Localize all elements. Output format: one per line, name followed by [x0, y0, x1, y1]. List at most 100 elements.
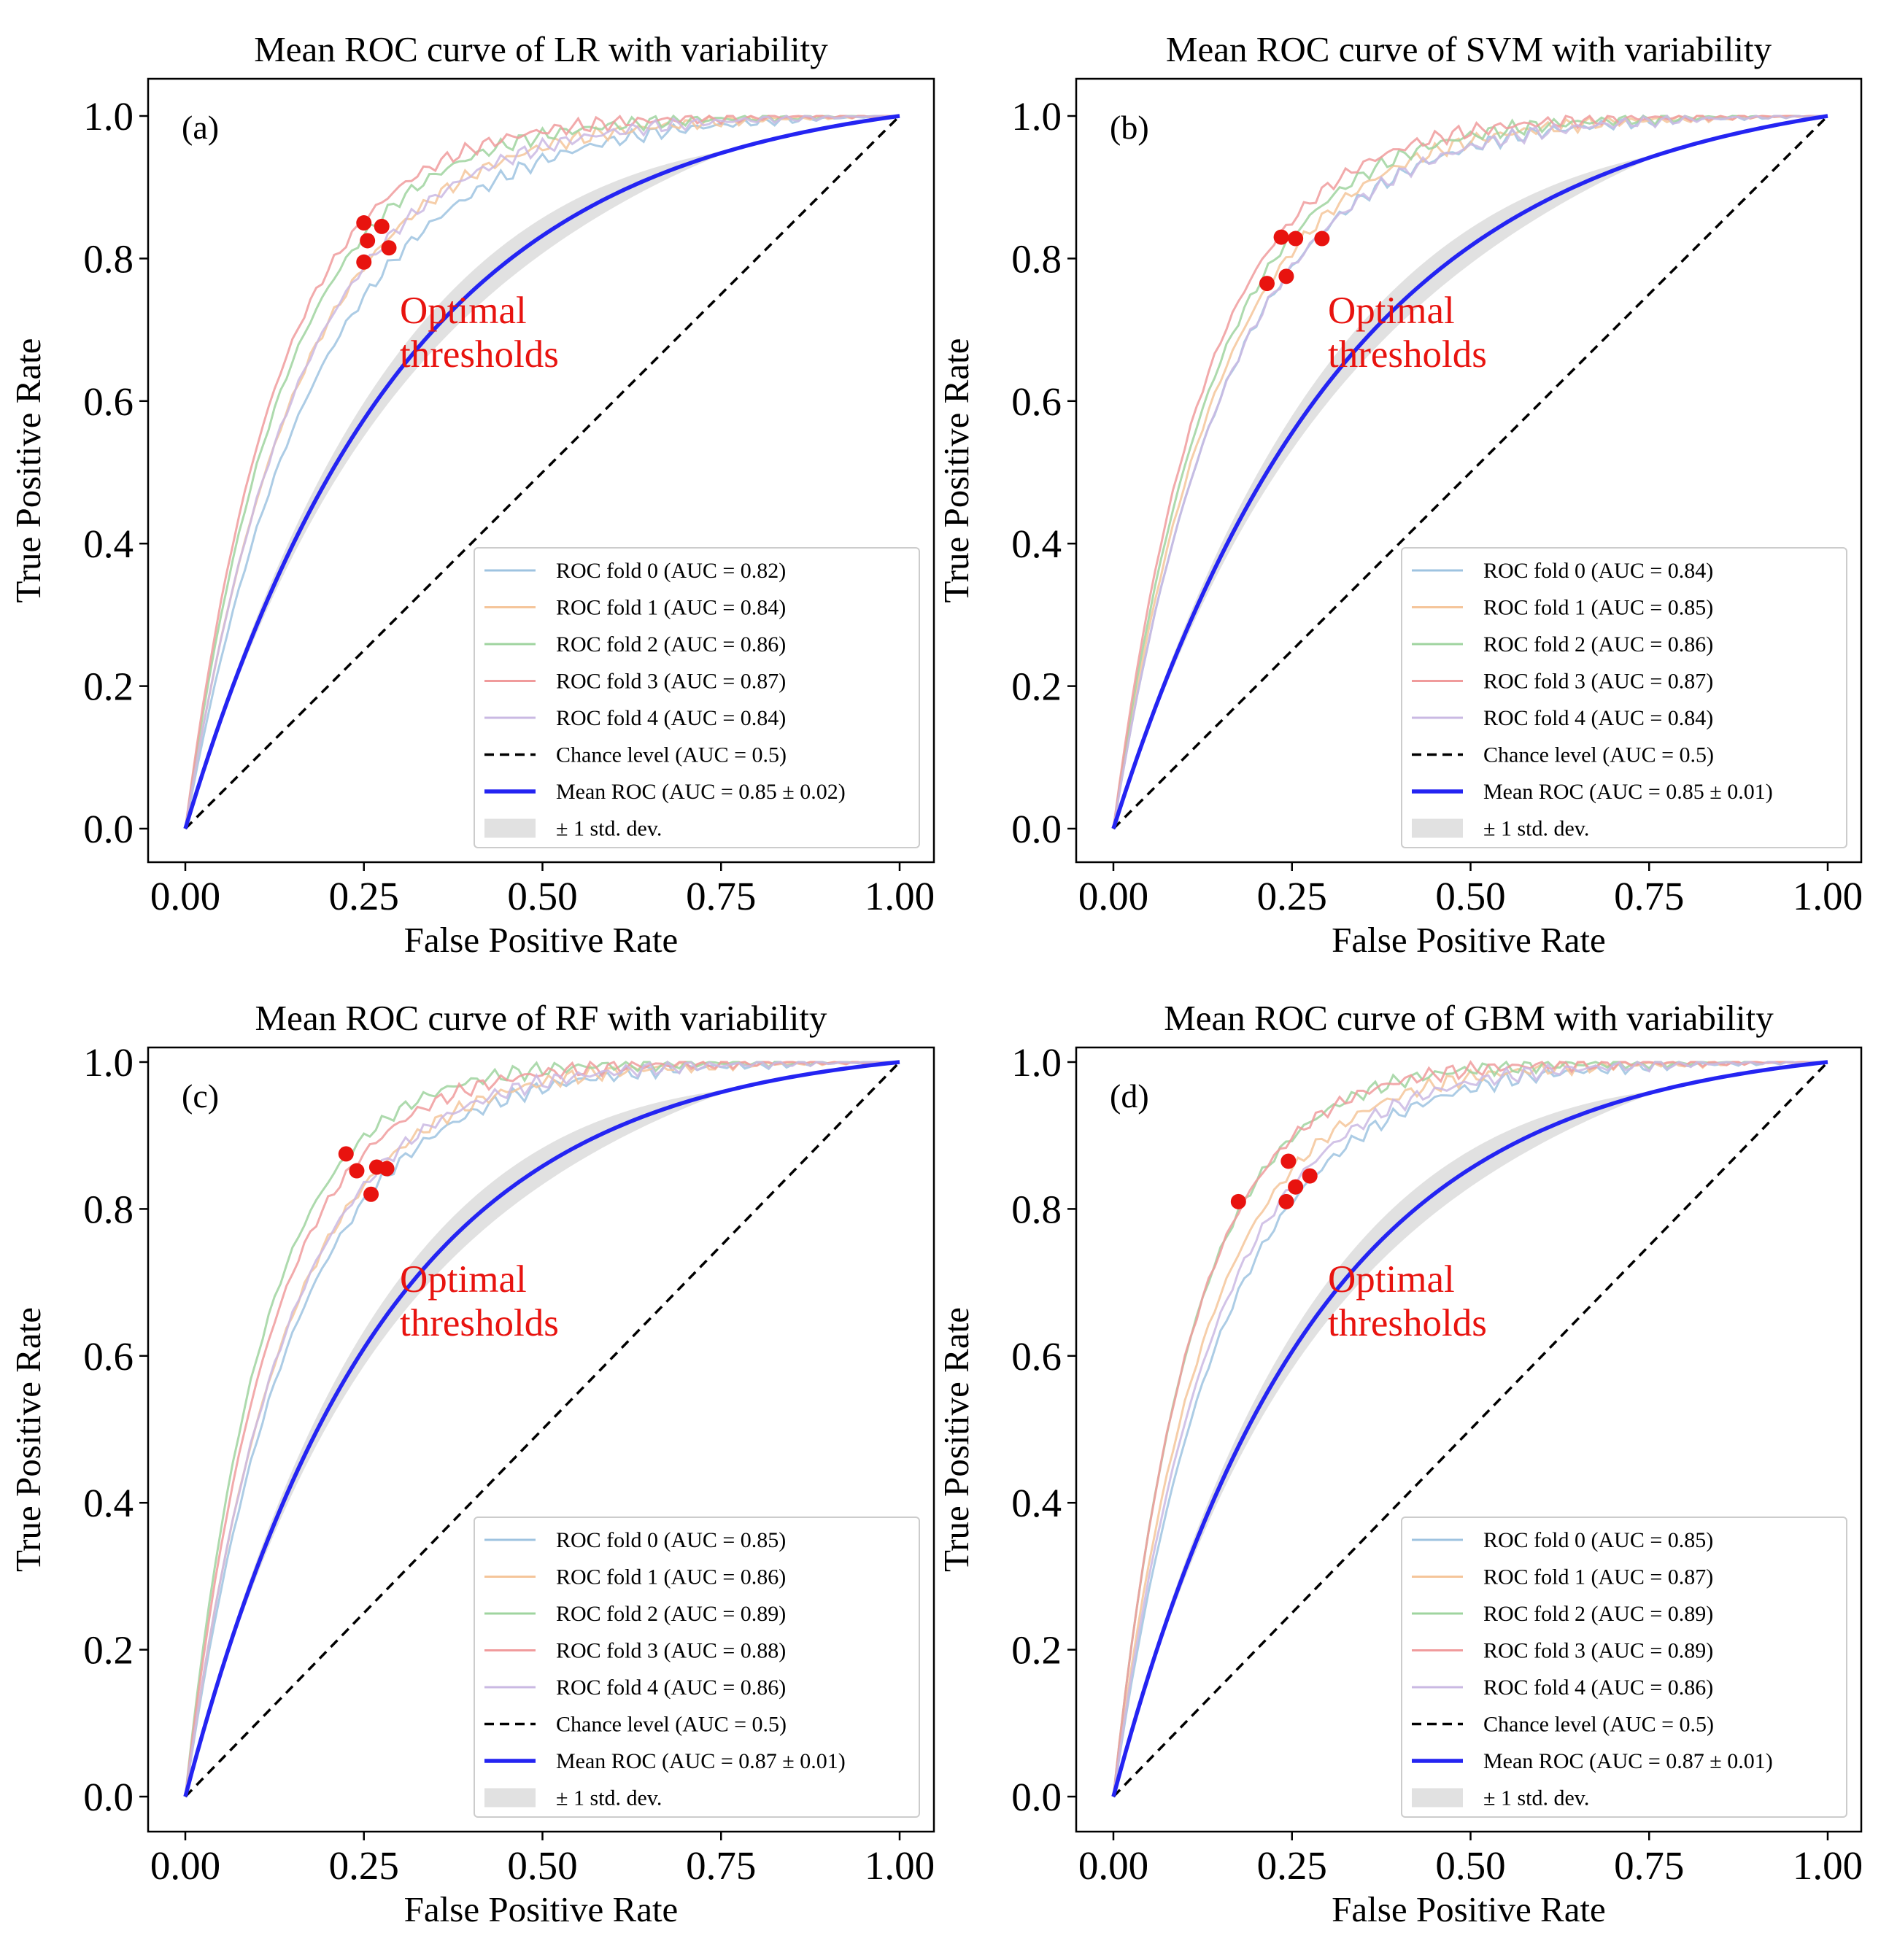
- x-axis-label: False Positive Rate: [404, 920, 679, 960]
- x-tick-label: 0.25: [1257, 1843, 1327, 1888]
- y-tick-label: 0.6: [83, 1334, 134, 1379]
- annotation-line-1: Optimal: [400, 1258, 527, 1301]
- legend-box: [1401, 1517, 1847, 1818]
- legend-fold-4-label: ROC fold 4 (AUC = 0.86): [556, 1676, 786, 1700]
- mean-roc-curve: [183, 114, 900, 829]
- x-axis-label: False Positive Rate: [404, 1889, 679, 1929]
- panel-title: Mean ROC curve of SVM with variability: [1166, 29, 1772, 69]
- x-tick-label: 0.75: [686, 1843, 756, 1888]
- y-tick-label: 0.2: [83, 665, 134, 709]
- y-tick-label: 0.2: [1011, 665, 1062, 709]
- x-tick-label: 0.25: [1257, 874, 1327, 918]
- x-tick-label: 0.50: [1435, 1843, 1505, 1888]
- legend-fold-4-label: ROC fold 4 (AUC = 0.86): [1483, 1676, 1713, 1700]
- x-tick-label: 0.75: [1614, 1843, 1684, 1888]
- fold-curve-4: [1112, 1061, 1828, 1797]
- x-tick-label: 1.00: [865, 1843, 935, 1888]
- axes-frame: [147, 1046, 935, 1833]
- x-tick-label: 0.25: [329, 1843, 399, 1888]
- y-tick-label: 0.8: [83, 236, 134, 281]
- legend-box: [474, 1517, 920, 1818]
- y-tick-label: 1.0: [1011, 1040, 1062, 1085]
- chance-line: [1112, 1061, 1829, 1798]
- optimal-threshold-point: [1288, 231, 1304, 247]
- legend-chance-label: Chance level (AUC = 0.5): [1483, 1713, 1714, 1737]
- std-dev-band: [1113, 116, 1828, 829]
- optimal-threshold-point: [360, 233, 376, 249]
- x-axis-label: False Positive Rate: [1332, 1889, 1606, 1929]
- x-tick-label: 0.00: [1078, 1843, 1148, 1888]
- optimal-threshold-point: [1278, 268, 1294, 284]
- legend-chance-label: Chance level (AUC = 0.5): [556, 743, 787, 767]
- legend-std-handle: [1412, 1788, 1463, 1808]
- chance-line: [1112, 115, 1829, 830]
- x-tick-label: 0.50: [1435, 874, 1505, 918]
- x-tick-label: 0.75: [1614, 874, 1684, 918]
- optimal-threshold-point: [374, 218, 390, 234]
- optimal-threshold-point: [1288, 1179, 1304, 1195]
- legend-mean-label: Mean ROC (AUC = 0.87 ± 0.01): [556, 1749, 846, 1773]
- legend-fold-1-label: ROC fold 1 (AUC = 0.87): [1483, 1565, 1713, 1589]
- optimal-threshold-point: [356, 215, 372, 231]
- chance-line: [184, 115, 901, 830]
- y-tick-label: 0.2: [1011, 1628, 1062, 1673]
- legend-fold-0-label: ROC fold 0 (AUC = 0.85): [1483, 1528, 1713, 1552]
- panel-title: Mean ROC curve of LR with variability: [254, 29, 828, 69]
- annotation-line-2: thresholds: [1328, 1302, 1487, 1344]
- x-tick-label: 0.00: [150, 1843, 220, 1888]
- panel-label: (d): [1110, 1077, 1149, 1115]
- legend-mean-label: Mean ROC (AUC = 0.87 ± 0.01): [1483, 1749, 1773, 1773]
- legend-std-label: ± 1 std. dev.: [1483, 817, 1589, 841]
- legend-chance-label: Chance level (AUC = 0.5): [1483, 743, 1714, 767]
- legend-fold-2-label: ROC fold 2 (AUC = 0.89): [556, 1602, 786, 1626]
- x-tick-label: 0.25: [329, 874, 399, 918]
- optimal-threshold-point: [356, 254, 372, 270]
- fold-curve-3: [1112, 1060, 1828, 1797]
- optimal-threshold-point: [338, 1146, 354, 1162]
- legend-fold-4-label: ROC fold 4 (AUC = 0.84): [556, 706, 786, 730]
- mean-roc-curve: [1111, 114, 1828, 829]
- legend-fold-3-label: ROC fold 3 (AUC = 0.88): [556, 1639, 786, 1663]
- x-tick-label: 0.00: [150, 874, 220, 918]
- panel-title: Mean ROC curve of RF with variability: [255, 998, 827, 1038]
- axes-frame: [1075, 77, 1863, 864]
- legend-fold-2-label: ROC fold 2 (AUC = 0.86): [556, 632, 786, 656]
- optimal-threshold-point: [379, 1161, 395, 1177]
- legend: ROC fold 0 (AUC = 0.84) ROC fold 1 (AUC =…: [1401, 547, 1847, 848]
- legend-box: [474, 547, 920, 848]
- annotation-line-2: thresholds: [400, 333, 559, 376]
- legend: ROC fold 0 (AUC = 0.85) ROC fold 1 (AUC =…: [474, 1517, 920, 1818]
- axes-frame: [1075, 1046, 1863, 1833]
- optimal-threshold-point: [381, 240, 397, 256]
- y-tick-label: 0.8: [1011, 236, 1062, 281]
- chance-line: [184, 1061, 901, 1798]
- y-axis-label: True Positive Rate: [8, 1307, 48, 1572]
- y-tick-label: 0.0: [83, 807, 134, 851]
- legend-fold-1-label: ROC fold 1 (AUC = 0.86): [556, 1565, 786, 1589]
- annotation-line-1: Optimal: [1328, 1258, 1455, 1301]
- roc-panel-d: Mean ROC curve of GBM with variability Op…: [936, 998, 1863, 1929]
- legend-box: [1401, 547, 1847, 848]
- panel-label: (a): [182, 109, 219, 146]
- x-tick-label: 1.00: [1793, 874, 1863, 918]
- fold-curve-2: [184, 114, 900, 829]
- std-dev-band: [185, 116, 900, 829]
- legend-fold-2-label: ROC fold 2 (AUC = 0.86): [1483, 632, 1713, 656]
- legend: ROC fold 0 (AUC = 0.82) ROC fold 1 (AUC =…: [474, 547, 920, 848]
- legend-std-handle: [1412, 818, 1463, 838]
- legend-fold-3-label: ROC fold 3 (AUC = 0.89): [1483, 1639, 1713, 1663]
- annotation-line-1: Optimal: [1328, 290, 1455, 332]
- legend-fold-4-label: ROC fold 4 (AUC = 0.84): [1483, 706, 1713, 730]
- y-tick-label: 0.0: [1011, 1775, 1062, 1819]
- legend-fold-1-label: ROC fold 1 (AUC = 0.85): [1483, 596, 1713, 620]
- legend-fold-0-label: ROC fold 0 (AUC = 0.84): [1483, 559, 1713, 583]
- y-tick-label: 0.4: [1011, 1481, 1062, 1525]
- fold-curve-3: [1112, 114, 1828, 829]
- optimal-threshold-point: [1278, 1193, 1294, 1209]
- y-axis-label: True Positive Rate: [936, 1307, 976, 1572]
- optimal-threshold-point: [1273, 229, 1289, 245]
- mean-roc-curve: [1111, 1060, 1828, 1797]
- legend-mean-label: Mean ROC (AUC = 0.85 ± 0.02): [556, 780, 846, 804]
- roc-panel-b: Mean ROC curve of SVM with variability Op…: [936, 29, 1863, 960]
